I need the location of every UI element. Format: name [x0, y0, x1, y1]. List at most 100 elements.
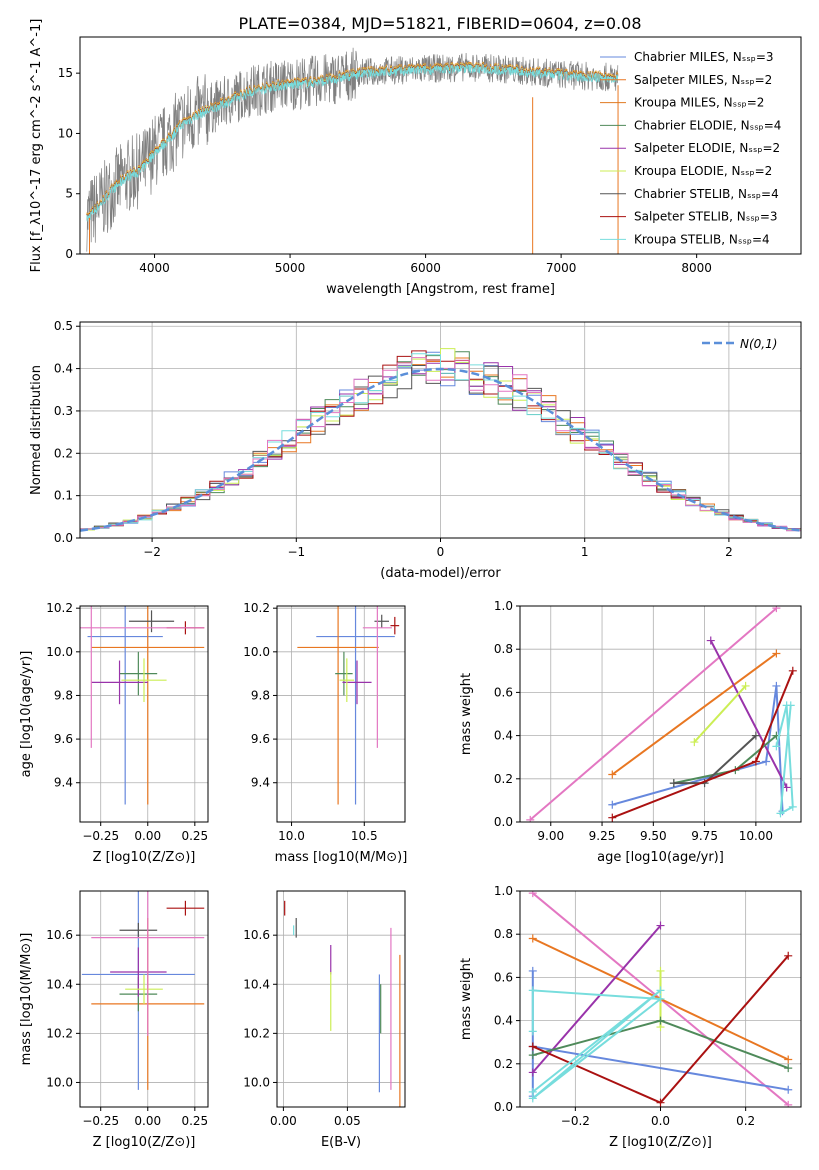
weight-series-line — [612, 685, 784, 812]
x-tick-label: −0.2 — [561, 1114, 590, 1128]
y-tick-label: 10.0 — [243, 645, 270, 659]
weight-point-marker — [706, 636, 715, 645]
y-tick-label: 10.0 — [46, 645, 73, 659]
y-axis-label: Normed distribution — [29, 365, 44, 495]
weight-series-line — [532, 924, 662, 1074]
weight-point-marker — [741, 681, 750, 690]
plot-area-residuals — [80, 348, 801, 532]
x-tick-label: 6000 — [410, 261, 441, 275]
y-tick-label: 0.1 — [54, 489, 73, 503]
legend-label: Kroupa MILES, Nₛₛₚ=2 — [634, 96, 764, 110]
x-tick-label: 9.75 — [691, 829, 718, 843]
axes-frame — [276, 605, 406, 823]
x-tick-label: 0.25 — [181, 829, 208, 843]
weight-series-line — [673, 734, 778, 785]
y-tick-label: 1.0 — [494, 884, 513, 898]
weight-point-marker — [788, 802, 797, 811]
weight-point-marker — [656, 921, 665, 930]
weight-point-marker — [528, 1027, 537, 1036]
x-tick-label: 10.5 — [351, 829, 378, 843]
weight-point-marker — [784, 1085, 793, 1094]
x-tick-label: 0.25 — [181, 1114, 208, 1128]
x-tick-label: 0.00 — [134, 1114, 161, 1128]
weight-point-marker — [656, 986, 665, 995]
y-tick-label: 10.6 — [243, 928, 270, 942]
plot-area-weight_vs_Z — [528, 891, 793, 1107]
x-tick-label: 4000 — [139, 261, 170, 275]
y-axis-label: age [log10(age/yr)] — [19, 651, 34, 778]
weight-series-line — [531, 989, 664, 1100]
y-tick-label: 10.2 — [46, 601, 73, 615]
y-tick-label: 10.2 — [46, 1026, 73, 1040]
weight-point-marker — [528, 1051, 537, 1060]
y-tick-label: 10.0 — [46, 1075, 73, 1089]
y-tick-label: 0.0 — [494, 1100, 513, 1114]
y-tick-label: 9.6 — [251, 732, 270, 746]
panel-mass_vs_Z: −0.25 0.00 0.25 10.0 10.2 10.4 10.6 Z [log10(Z/… — [19, 890, 209, 1150]
x-tick-label: 0 — [437, 545, 445, 559]
y-tick-label: 0.0 — [494, 815, 513, 829]
y-tick-label: 9.4 — [54, 776, 73, 790]
x-tick-label: 7000 — [546, 261, 577, 275]
weight-point-marker — [528, 934, 537, 943]
weight-point-marker — [772, 606, 781, 613]
weight-point-marker — [656, 1098, 665, 1107]
figure-title: PLATE=0384, MJD=51821, FIBERID=0604, z=0… — [238, 14, 641, 33]
axes-frame — [79, 321, 802, 539]
x-tick-label: −2 — [143, 545, 161, 559]
weight-point-marker — [608, 813, 617, 822]
x-tick-label: 0.05 — [334, 1114, 361, 1128]
x-tick-label: 8000 — [681, 261, 712, 275]
weight-point-marker — [656, 995, 665, 1003]
y-tick-label: 0.5 — [54, 319, 73, 333]
plot-area-spectrum — [86, 47, 619, 254]
weight-point-marker — [772, 649, 781, 658]
weight-series-line — [709, 640, 788, 788]
panel-spectrum: 4000 5000 6000 7000 8000 0 5 10 15 Chabrier MILES… — [29, 19, 802, 297]
weight-point-marker — [772, 742, 781, 751]
y-tick-label: 9.4 — [251, 776, 270, 790]
weight-point-marker — [608, 800, 617, 809]
x-tick-label: 0.2 — [736, 1114, 755, 1128]
y-tick-label: 0.2 — [494, 1057, 513, 1071]
panel-mass_vs_EBV: 0.00 0.05 10.0 10.2 10.4 10.6 E(B-V) — [243, 890, 406, 1150]
weight-point-marker — [528, 1087, 537, 1096]
y-tick-label: 5 — [65, 187, 73, 201]
x-tick-label: 0.0 — [651, 1114, 670, 1128]
weight-point-marker — [762, 757, 771, 766]
weight-point-marker — [528, 986, 537, 995]
weight-point-marker — [656, 1016, 665, 1025]
y-tick-label: 1.0 — [494, 599, 513, 613]
weight-point-marker — [788, 666, 797, 675]
x-tick-label: 5000 — [275, 261, 306, 275]
axes-frame — [519, 605, 802, 823]
x-tick-label: −1 — [287, 545, 305, 559]
weight-point-marker — [784, 1064, 793, 1073]
y-tick-label: 0 — [65, 247, 73, 261]
weight-point-marker — [526, 815, 535, 822]
y-tick-label: 10.2 — [243, 1026, 270, 1040]
legend-label: Kroupa STELIB, Nₛₛₚ=4 — [634, 232, 770, 246]
panel-age_vs_Z: −0.25 0.00 0.25 9.4 9.6 9.8 10.0 10.2 Z [log10(Z… — [19, 601, 209, 865]
x-axis-label: age [log10(age/yr)] — [597, 850, 724, 865]
panel-residuals: −2 −1 0 1 2 0.0 0.1 0.2 0.3 0.4 0.5 N(0,1) (data-mod… — [29, 319, 802, 581]
x-axis-label: Z [log10(Z/Z⊙)] — [93, 1135, 196, 1150]
x-tick-label: −0.25 — [82, 1114, 119, 1128]
x-tick-label: 0.00 — [270, 1114, 297, 1128]
plot-area-mass_vs_Z — [81, 891, 205, 1090]
x-tick-label: 9.25 — [589, 829, 616, 843]
y-tick-label: 0.0 — [54, 531, 73, 545]
weight-point-marker — [528, 1042, 537, 1051]
observed-spectrum-line — [86, 47, 619, 252]
y-tick-label: 9.8 — [54, 688, 73, 702]
panel-weight_vs_Z: −0.2 0.0 0.2 0.0 0.2 0.4 0.6 0.8 1.0 Z [log10(Z/Z… — [459, 884, 802, 1150]
y-tick-label: 10.4 — [46, 977, 73, 991]
weight-point-marker — [776, 809, 785, 818]
y-tick-label: 0.8 — [494, 642, 513, 656]
y-tick-label: 9.6 — [54, 732, 73, 746]
x-axis-label: E(B-V) — [321, 1135, 361, 1150]
y-tick-label: 15 — [58, 66, 73, 80]
weight-series-line — [693, 685, 747, 743]
plot-area-age_vs_mass — [297, 606, 400, 805]
x-axis-label: Z [log10(Z/Z⊙)] — [93, 850, 196, 865]
